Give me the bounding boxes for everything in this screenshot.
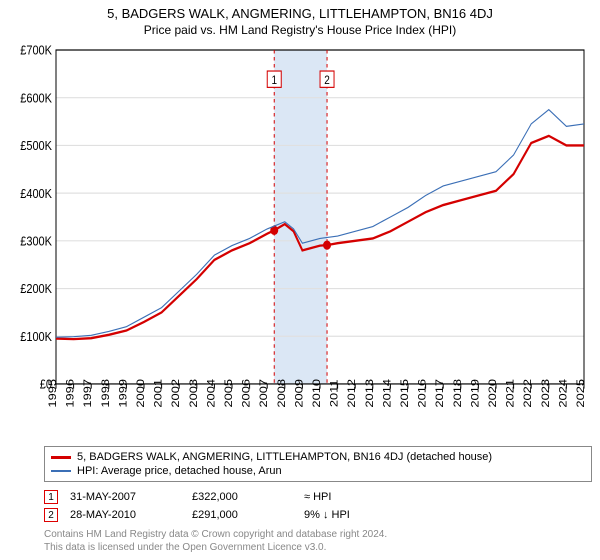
title-area: 5, BADGERS WALK, ANGMERING, LITTLEHAMPTO…	[0, 0, 600, 39]
svg-text:£600K: £600K	[20, 91, 52, 106]
svg-text:2015: 2015	[398, 379, 411, 408]
event-date-1: 31-MAY-2007	[70, 491, 180, 503]
svg-text:2001: 2001	[151, 379, 164, 408]
event-note-2: 9% ↓ HPI	[304, 509, 424, 521]
legend-label-hpi: HPI: Average price, detached house, Arun	[77, 465, 282, 477]
svg-text:1999: 1999	[116, 379, 129, 408]
credits-line2: This data is licensed under the Open Gov…	[44, 541, 592, 554]
legend-swatch-price-paid	[51, 456, 71, 459]
credits-area: Contains HM Land Registry data © Crown c…	[44, 528, 592, 554]
svg-text:2002: 2002	[169, 379, 182, 408]
main-title: 5, BADGERS WALK, ANGMERING, LITTLEHAMPTO…	[0, 6, 600, 21]
svg-text:2008: 2008	[275, 379, 288, 408]
svg-text:2021: 2021	[503, 379, 516, 408]
svg-text:£700K: £700K	[20, 43, 52, 58]
events-area: 1 31-MAY-2007 £322,000 ≈ HPI 2 28-MAY-20…	[44, 488, 592, 524]
sub-title: Price paid vs. HM Land Registry's House …	[0, 23, 600, 37]
svg-text:2009: 2009	[292, 379, 305, 408]
event-marker-1: 1	[44, 490, 58, 504]
svg-text:£100K: £100K	[20, 329, 52, 344]
event-date-2: 28-MAY-2010	[70, 509, 180, 521]
event-row: 1 31-MAY-2007 £322,000 ≈ HPI	[44, 488, 592, 506]
svg-text:1996: 1996	[63, 379, 76, 408]
svg-text:2014: 2014	[380, 379, 393, 408]
svg-text:2022: 2022	[521, 379, 534, 408]
credits-line1: Contains HM Land Registry data © Crown c…	[44, 528, 592, 541]
svg-text:2: 2	[324, 74, 330, 87]
svg-text:2011: 2011	[327, 379, 340, 407]
svg-text:2007: 2007	[257, 379, 270, 408]
legend-box: 5, BADGERS WALK, ANGMERING, LITTLEHAMPTO…	[44, 446, 592, 482]
event-price-1: £322,000	[192, 491, 292, 503]
chart-svg: £0£100K£200K£300K£400K£500K£600K£700K199…	[8, 43, 592, 440]
svg-text:2010: 2010	[310, 379, 323, 408]
svg-text:2003: 2003	[187, 379, 200, 408]
svg-text:1: 1	[271, 74, 277, 87]
svg-text:2025: 2025	[574, 379, 587, 408]
event-row: 2 28-MAY-2010 £291,000 9% ↓ HPI	[44, 506, 592, 524]
chart-container: £0£100K£200K£300K£400K£500K£600K£700K199…	[8, 43, 592, 440]
svg-text:2005: 2005	[222, 379, 235, 408]
svg-text:£300K: £300K	[20, 234, 52, 249]
svg-text:£400K: £400K	[20, 186, 52, 201]
svg-text:2018: 2018	[451, 379, 464, 408]
event-note-1: ≈ HPI	[304, 491, 424, 503]
legend-label-price-paid: 5, BADGERS WALK, ANGMERING, LITTLEHAMPTO…	[77, 451, 492, 463]
svg-text:2006: 2006	[239, 379, 252, 408]
svg-text:£200K: £200K	[20, 281, 52, 296]
svg-text:2017: 2017	[433, 379, 446, 408]
svg-text:2000: 2000	[134, 379, 147, 408]
legend-row: 5, BADGERS WALK, ANGMERING, LITTLEHAMPTO…	[51, 450, 585, 464]
legend-row: HPI: Average price, detached house, Arun	[51, 464, 585, 478]
svg-text:2013: 2013	[363, 379, 376, 408]
svg-text:£500K: £500K	[20, 138, 52, 153]
svg-text:2020: 2020	[486, 379, 499, 408]
event-marker-2: 2	[44, 508, 58, 522]
svg-text:1995: 1995	[46, 379, 59, 408]
event-price-2: £291,000	[192, 509, 292, 521]
svg-text:2024: 2024	[556, 379, 569, 408]
svg-text:2012: 2012	[345, 379, 358, 408]
svg-text:1998: 1998	[99, 379, 112, 408]
svg-text:1997: 1997	[81, 379, 94, 408]
svg-text:2004: 2004	[204, 379, 217, 408]
legend-swatch-hpi	[51, 470, 71, 472]
svg-text:2016: 2016	[415, 379, 428, 408]
svg-text:2019: 2019	[468, 379, 481, 408]
svg-text:2023: 2023	[539, 379, 552, 408]
